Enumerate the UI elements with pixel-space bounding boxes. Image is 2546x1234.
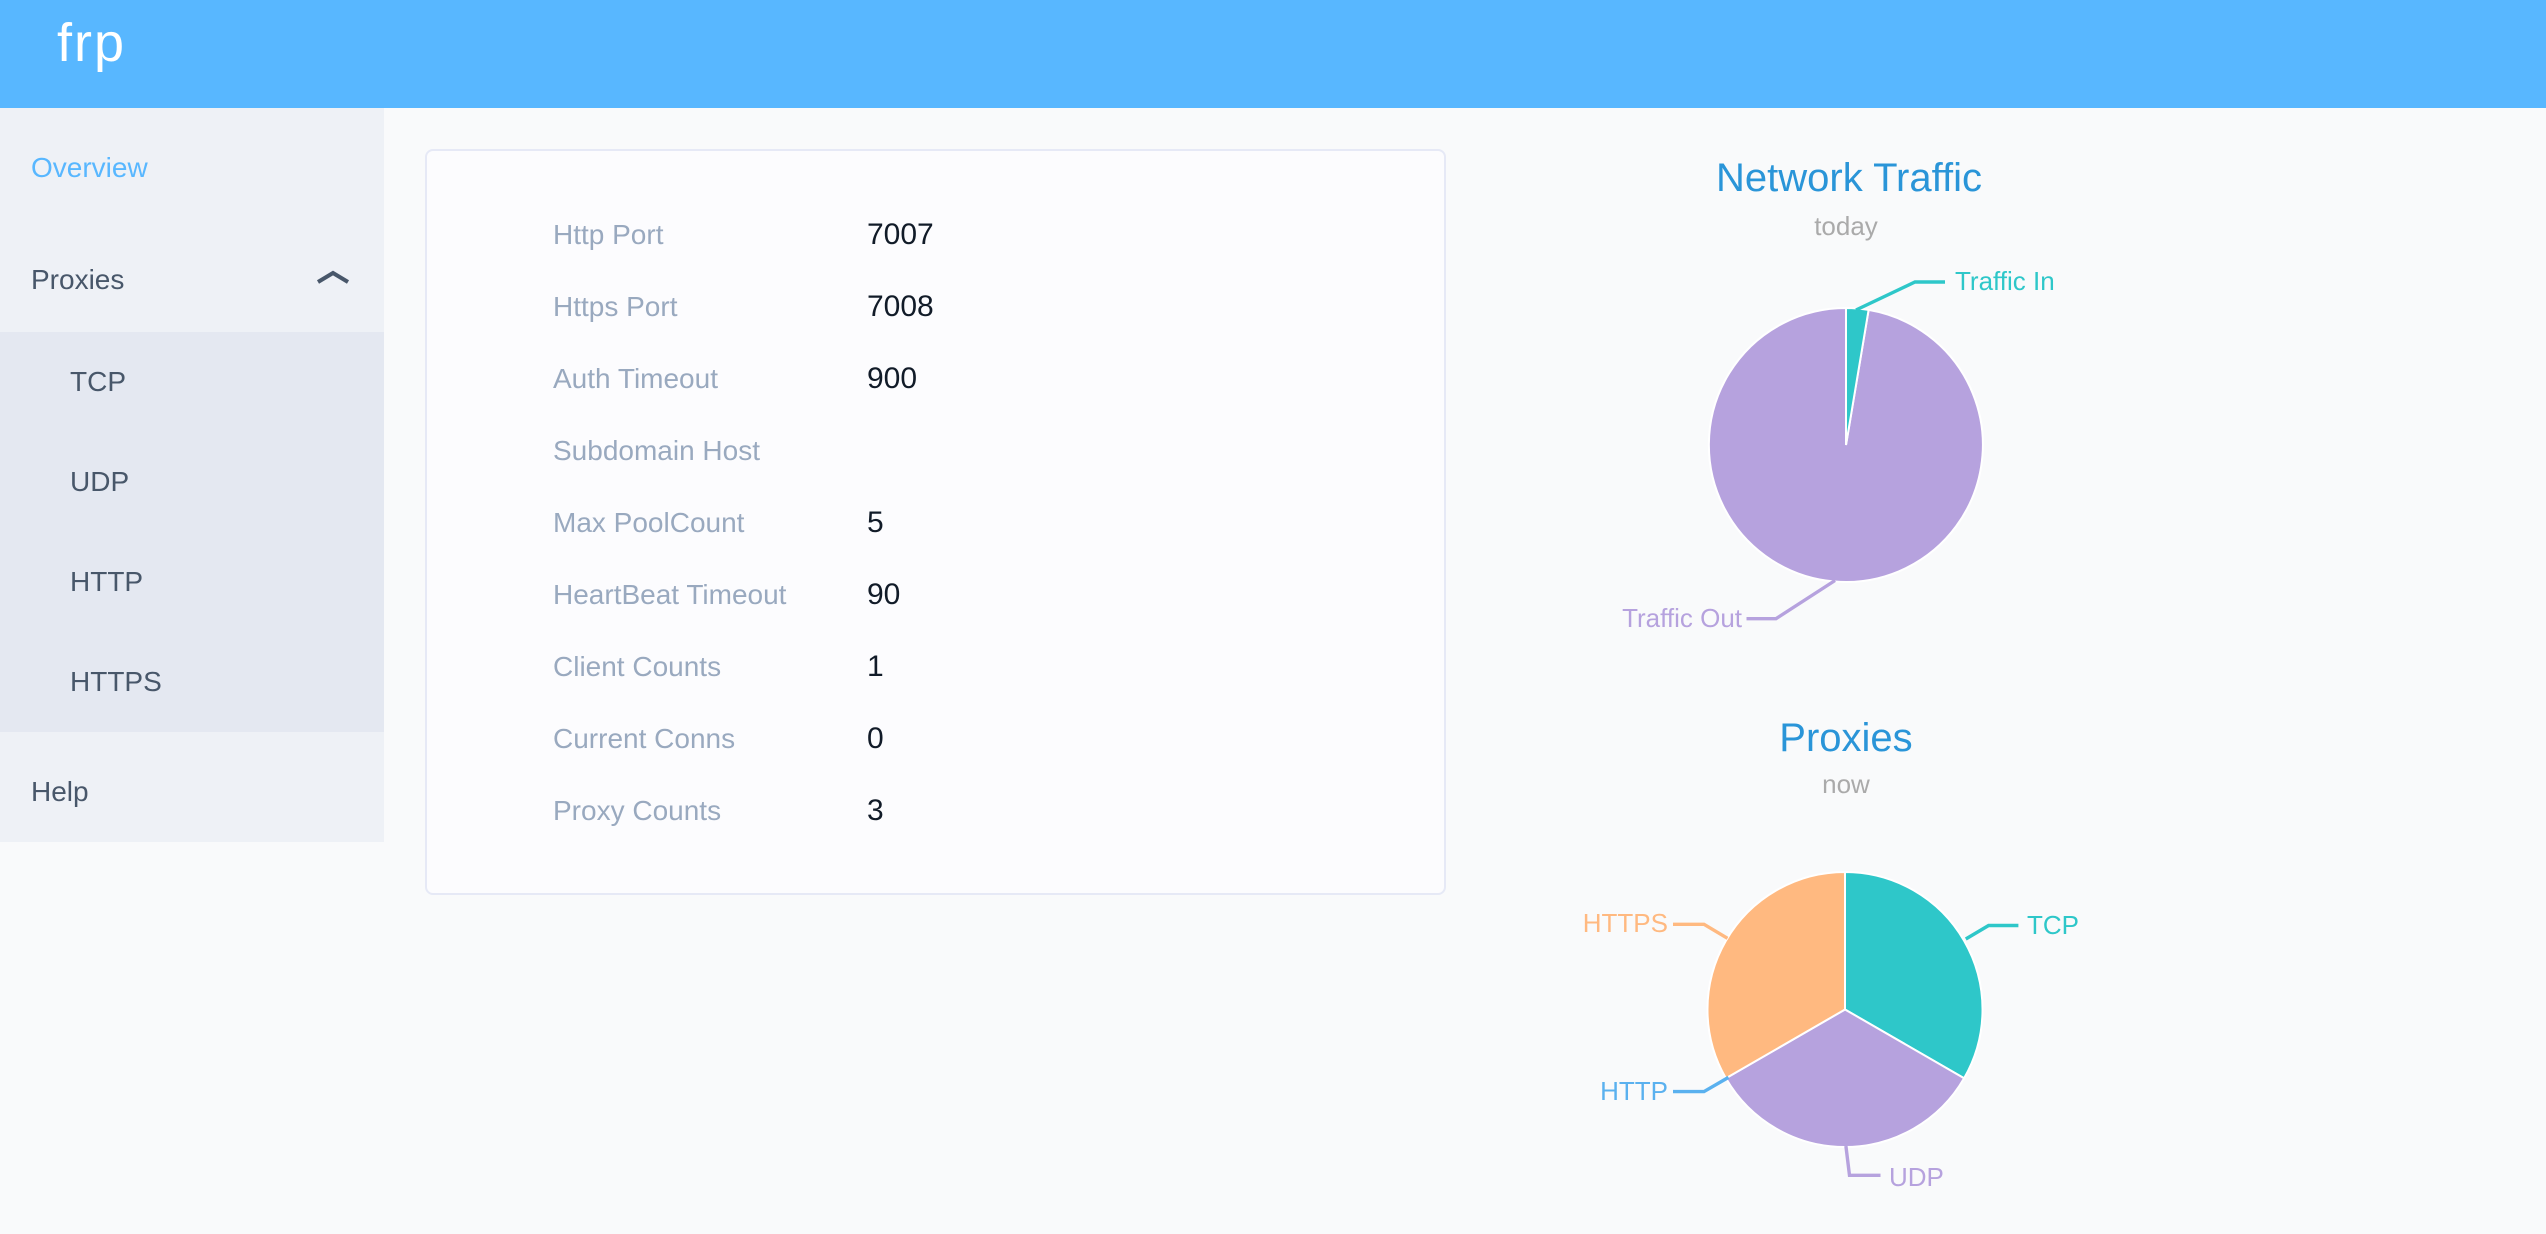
svg-text:Proxies: Proxies (1779, 716, 1912, 760)
svg-text:Traffic Out: Traffic Out (1622, 603, 1743, 633)
svg-text:today: today (1814, 211, 1878, 241)
svg-text:UDP: UDP (1889, 1162, 1944, 1192)
svg-text:now: now (1822, 769, 1870, 799)
svg-text:Network Traffic: Network Traffic (1716, 156, 1982, 200)
svg-text:HTTP: HTTP (1600, 1076, 1668, 1106)
svg-text:Traffic In: Traffic In (1955, 266, 2055, 296)
svg-text:TCP: TCP (2027, 910, 2079, 940)
svg-text:HTTPS: HTTPS (1583, 908, 1668, 938)
